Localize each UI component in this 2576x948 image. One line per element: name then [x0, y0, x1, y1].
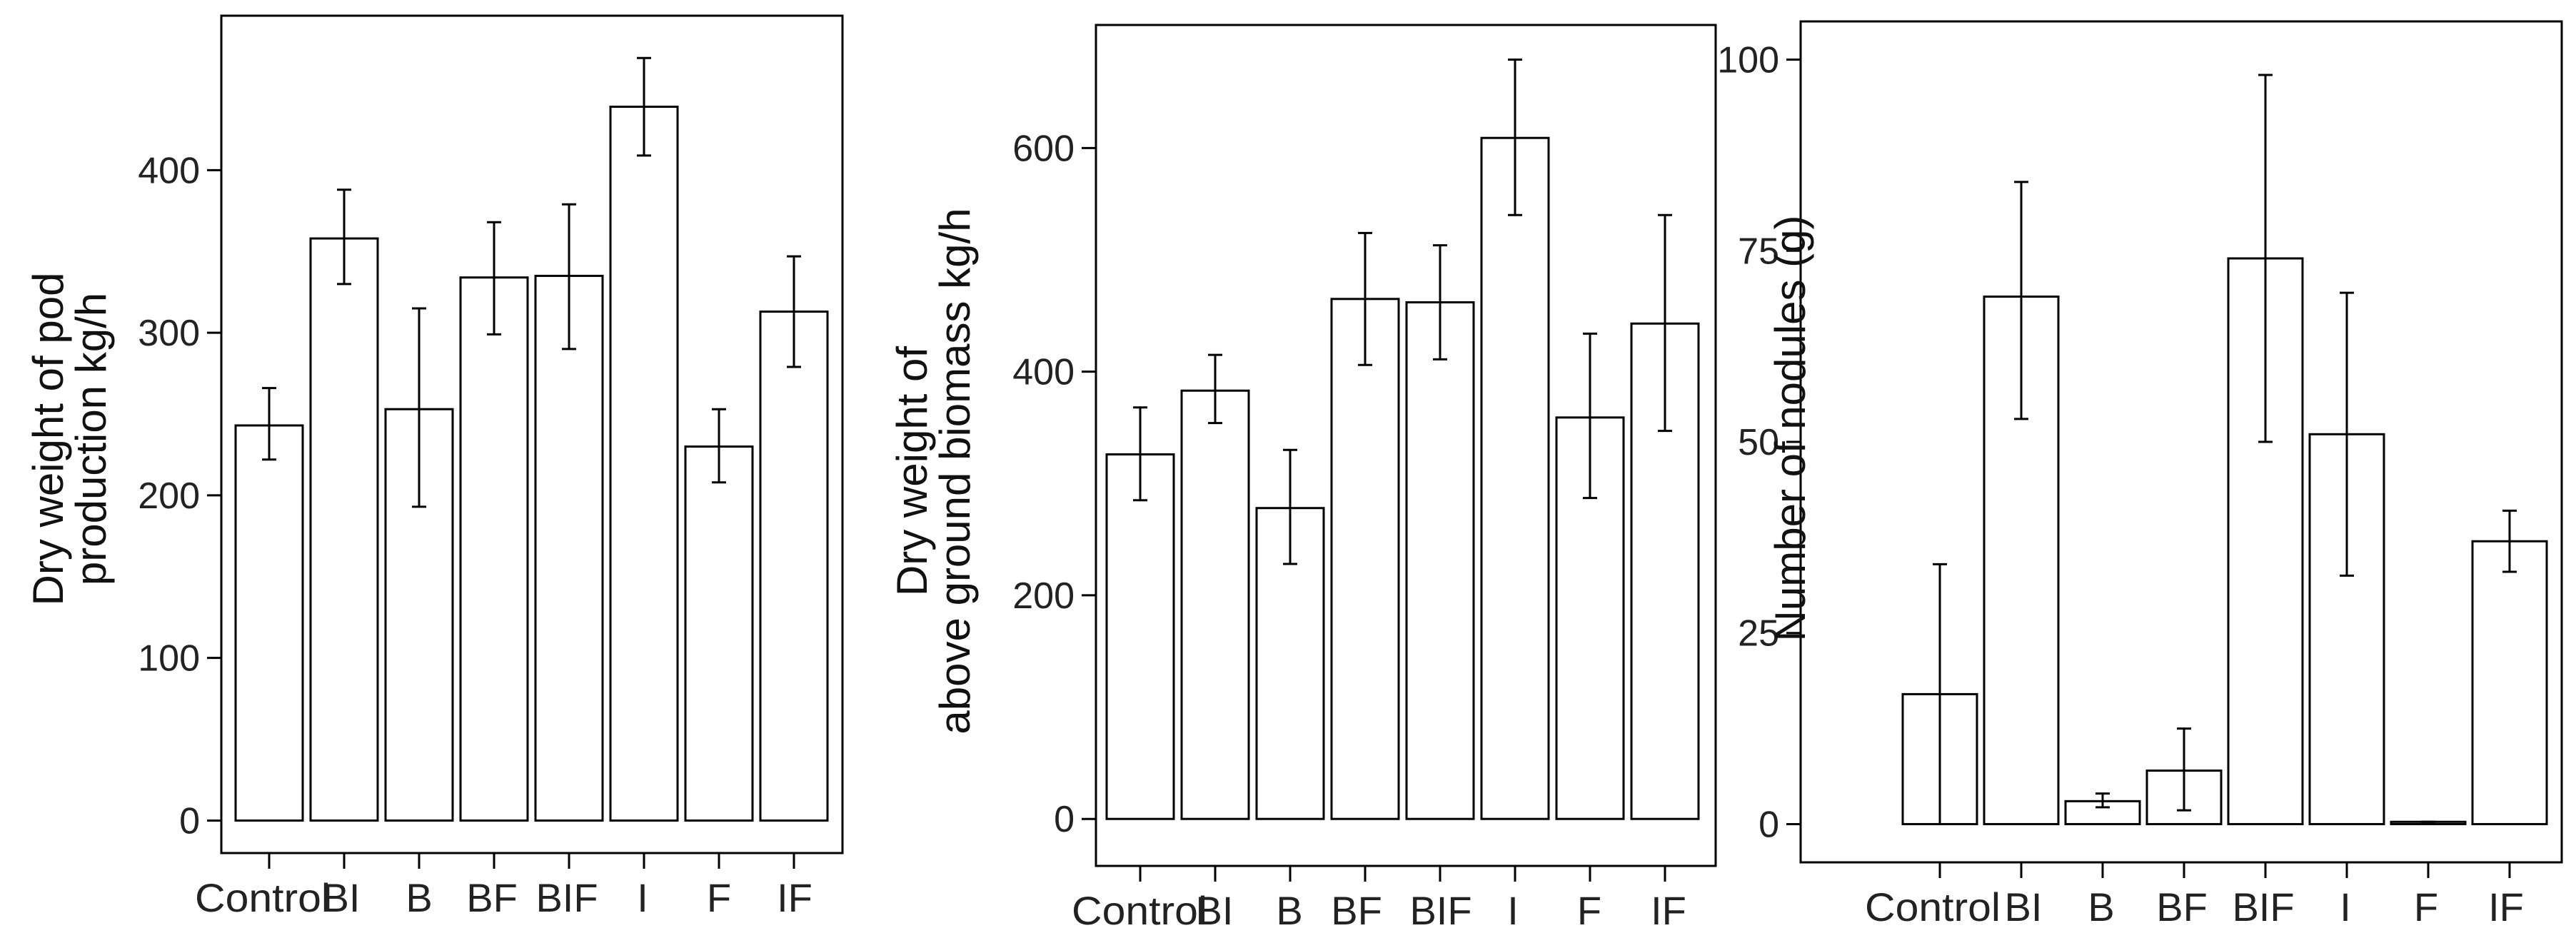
x-tick-label: F	[1577, 888, 1601, 933]
x-tick-label: BIF	[2232, 884, 2294, 929]
error-bar-i	[637, 56, 651, 157]
x-tick-label: IF	[1651, 888, 1686, 933]
x-tick-label: BF	[466, 875, 518, 920]
error-bar-control	[262, 387, 276, 461]
y-tick-label: 25	[1738, 613, 1779, 655]
y-tick-label: 75	[1738, 231, 1779, 272]
y-axis-label: Number of nodules (g)	[1766, 216, 1814, 642]
bar-f	[684, 445, 754, 822]
y-axis-label: production kg/h	[67, 293, 115, 585]
error-bar-bif	[562, 203, 576, 351]
chart-panel-pod-production: 0 100 200 300 400 Dry weight of podproduction…	[24, 14, 844, 920]
y-tick-label: 400	[138, 150, 200, 191]
error-bar-bi	[337, 188, 351, 286]
error-bar-if	[1658, 213, 1672, 433]
error-bar-i	[1508, 59, 1522, 216]
y-axis-label: Dry weight of pod	[24, 273, 72, 606]
error-bar-bf	[1358, 231, 1372, 366]
bar-if	[759, 311, 829, 822]
error-bar-b	[1283, 448, 1297, 565]
bar-bf	[459, 276, 529, 822]
error-bar-bi	[1208, 353, 1222, 425]
x-tick-label: B	[406, 875, 432, 920]
bar-bif	[1405, 301, 1475, 820]
x-tick-label: I	[637, 875, 648, 920]
y-tick-label: 50	[1738, 422, 1779, 463]
y-tick-label: 100	[138, 638, 200, 680]
error-bar-bif	[2258, 74, 2273, 443]
error-bar-control	[1133, 406, 1147, 502]
x-tick-label: BI	[323, 875, 361, 920]
error-bar-bi	[2014, 181, 2028, 420]
x-tick-label: Control	[1865, 884, 2001, 929]
x-tick-label: BF	[1331, 888, 1382, 933]
error-bar-bf	[2177, 727, 2191, 812]
bar-bi	[309, 237, 379, 822]
y-tick-label: 200	[138, 475, 200, 517]
x-tick-label: IF	[777, 875, 812, 920]
error-bar-b	[2095, 792, 2110, 809]
y-axis-label: Dry weight of	[888, 346, 936, 596]
x-tick-label: B	[2088, 884, 2114, 929]
error-bar-bf	[487, 221, 501, 336]
x-tick-label: BI	[2005, 884, 2043, 929]
bar-b	[2064, 800, 2141, 825]
x-tick-label: IF	[2488, 884, 2524, 929]
bar-bif	[534, 274, 604, 822]
y-tick-label: 200	[1012, 575, 1075, 617]
bar-if	[2471, 540, 2548, 825]
y-axis-label: above ground biomass kg/h	[931, 208, 979, 734]
bar-i	[609, 106, 679, 822]
bar-control	[1105, 453, 1175, 820]
x-tick-label: BI	[1196, 888, 1234, 933]
y-tick-label: 100	[1717, 40, 1779, 81]
error-bar-if	[2502, 509, 2517, 573]
x-tick-label: F	[707, 875, 731, 920]
plot-frame	[220, 14, 844, 854]
x-tick-label: Control	[195, 875, 331, 920]
x-tick-label: BIF	[535, 875, 598, 920]
bar-bi	[1180, 389, 1250, 820]
error-bar-if	[787, 255, 801, 368]
error-bar-bif	[1433, 244, 1447, 360]
x-tick-label: F	[2414, 884, 2438, 929]
x-tick-label: B	[1276, 888, 1302, 933]
bar-control	[234, 424, 304, 822]
error-bar-control	[1933, 563, 1947, 825]
y-tick-label: 0	[1054, 799, 1075, 840]
y-tick-label: 0	[179, 800, 200, 842]
bar-i	[1480, 136, 1550, 820]
x-tick-label: BF	[2156, 884, 2208, 929]
y-tick-label: 600	[1012, 128, 1075, 169]
error-bar-i	[2340, 291, 2354, 577]
x-tick-label: I	[2340, 884, 2351, 929]
error-bar-f	[1583, 332, 1597, 500]
x-tick-label: I	[1507, 888, 1519, 933]
error-bar-b	[412, 307, 426, 508]
x-tick-label: Control	[1072, 888, 1207, 933]
y-tick-label: 0	[1759, 804, 1779, 845]
y-tick-label: 300	[138, 313, 200, 354]
plot-frame	[1095, 24, 1717, 867]
error-bar-f	[712, 408, 726, 484]
bar-bif	[2227, 257, 2304, 825]
x-tick-label: BIF	[1409, 888, 1471, 933]
y-tick-label: 400	[1012, 352, 1075, 393]
bar-bf	[1330, 298, 1400, 820]
